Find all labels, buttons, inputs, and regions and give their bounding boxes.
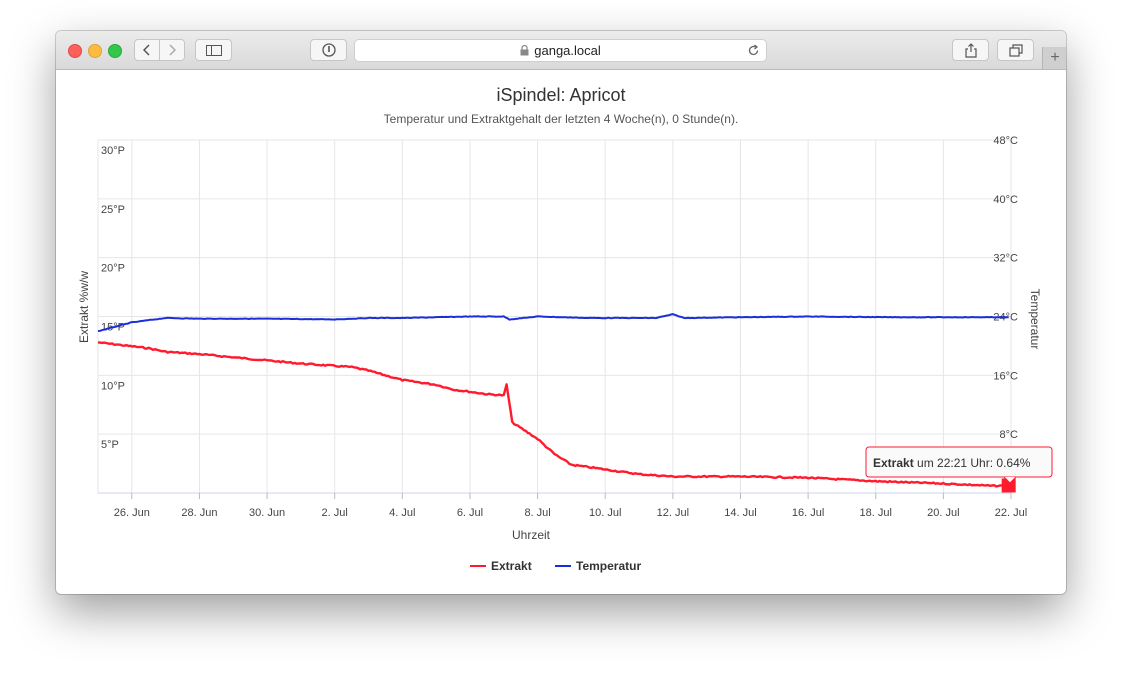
sidebar-button[interactable] — [195, 39, 232, 61]
minimize-window-button[interactable] — [88, 44, 102, 58]
y-right-tick-label: 16°C — [993, 370, 1018, 382]
info-icon — [321, 43, 336, 57]
reload-icon[interactable] — [747, 44, 760, 57]
y-left-tick-label: 30°P — [101, 145, 125, 157]
x-tick-label: 6. Jul — [457, 507, 483, 519]
extrakt-hover-marker — [1001, 478, 1016, 493]
y-axis-right-title: Temperatur — [1028, 289, 1042, 350]
chevron-left-icon — [143, 44, 150, 56]
zoom-window-button[interactable] — [108, 44, 122, 58]
y-right-tick-label: 40°C — [993, 194, 1018, 206]
x-axis-ticks: 26. Jun 28. Jun 30. Jun 2. Jul 4. Jul 6. Jul 8… — [114, 493, 1027, 519]
tooltip-series-label: Extrakt — [873, 456, 914, 470]
temperatur-line — [97, 313, 1009, 333]
y-left-tick-label: 20°P — [101, 263, 125, 275]
x-tick-label: 30. Jun — [249, 507, 285, 519]
browser-toolbar: ganga.local + — [56, 31, 1066, 70]
sidebar-icon — [205, 44, 222, 56]
chart-title: iSpindel: Apricot — [496, 85, 626, 105]
x-tick-label: 28. Jun — [181, 507, 217, 519]
legend-item-label: Extrakt — [491, 559, 532, 573]
forward-button[interactable] — [159, 39, 185, 61]
y-axis-left-title: Extrakt %w/w — [77, 271, 91, 343]
x-tick-label: 16. Jul — [792, 507, 824, 519]
legend-item-label: Temperatur — [576, 559, 641, 573]
show-tabs-button[interactable] — [997, 39, 1034, 61]
plus-icon: + — [1050, 49, 1060, 66]
back-button[interactable] — [134, 39, 160, 61]
chart-legend: Extrakt Temperatur — [470, 559, 641, 573]
tooltip-text: Extrakt um 22:21 Uhr: 0.64% — [873, 456, 1031, 470]
chart-area: 26. Jun 28. Jun 30. Jun 2. Jul 4. Jul 6. Jul 8… — [77, 135, 1053, 573]
reader-info-button[interactable] — [310, 39, 347, 61]
y-left-tick-label: 10°P — [101, 380, 125, 392]
y-left-tick-label: 5°P — [101, 439, 119, 451]
x-tick-label: 18. Jul — [860, 507, 892, 519]
x-tick-label: 8. Jul — [524, 507, 550, 519]
x-axis-title: Uhrzeit — [512, 528, 551, 542]
share-icon — [964, 42, 977, 58]
tooltip-value-text: um 22:21 Uhr: 0.64% — [914, 456, 1031, 470]
series-lines — [97, 313, 1016, 493]
new-tab-button[interactable]: + — [1042, 47, 1066, 69]
y-right-tick-label: 48°C — [993, 135, 1018, 147]
y-right-tick-label: 8°C — [1000, 429, 1019, 441]
share-button[interactable] — [952, 39, 989, 61]
x-tick-label: 10. Jul — [589, 507, 621, 519]
chart-tooltip: Extrakt um 22:21 Uhr: 0.64% — [865, 446, 1053, 484]
lock-icon — [520, 45, 529, 56]
x-tick-label: 26. Jun — [114, 507, 150, 519]
chart-subtitle: Temperatur und Extraktgehalt der letzten… — [383, 112, 739, 126]
address-bar[interactable]: ganga.local — [354, 39, 767, 62]
y-left-tick-label: 25°P — [101, 204, 125, 216]
x-tick-label: 2. Jul — [322, 507, 348, 519]
tabs-icon — [1008, 43, 1023, 57]
url-text: ganga.local — [534, 43, 601, 58]
x-tick-label: 20. Jul — [927, 507, 959, 519]
chevron-right-icon — [169, 44, 176, 56]
tooltip-box — [865, 446, 1053, 478]
y-right-tick-label: 32°C — [993, 253, 1018, 265]
tooltip-pointer — [1003, 476, 1017, 484]
extrakt-line — [97, 341, 1009, 488]
browser-window: ganga.local + iSpindel: Apricot Temperat… — [56, 31, 1066, 594]
x-tick-label: 22. Jul — [995, 507, 1027, 519]
close-window-button[interactable] — [68, 44, 82, 58]
x-tick-label: 4. Jul — [389, 507, 415, 519]
x-tick-label: 12. Jul — [657, 507, 689, 519]
x-tick-label: 14. Jul — [724, 507, 756, 519]
